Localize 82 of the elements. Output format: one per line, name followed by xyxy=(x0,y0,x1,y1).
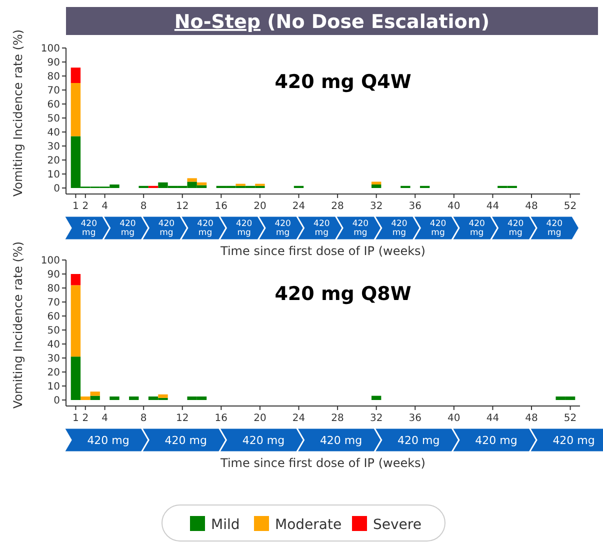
y-tick-label: 0 xyxy=(54,184,60,194)
y-tick-label: 90 xyxy=(47,58,60,68)
text: 420 mg xyxy=(314,219,330,238)
text: 420 mg xyxy=(552,434,595,447)
y-tick-label: 100 xyxy=(40,256,60,266)
text: 420 mg xyxy=(320,434,362,447)
text: 420 mg xyxy=(352,219,369,238)
text: 420 mg xyxy=(546,219,563,238)
text: 420 mg xyxy=(164,434,207,447)
x-tick-label: 16 xyxy=(214,413,228,424)
text: 420 mg xyxy=(242,434,285,447)
x-tick-label: 2 xyxy=(82,413,89,424)
text: 420 mg xyxy=(274,219,291,238)
x-axis-title: Time since first dose of IP (weeks) xyxy=(220,244,426,258)
x-tick-label: 8 xyxy=(140,413,147,424)
text: 420 mg xyxy=(87,434,130,447)
x-tick-label: 24 xyxy=(292,413,306,424)
y-tick-label: 30 xyxy=(47,142,60,152)
legend-label: Mild xyxy=(211,517,240,533)
text: 420 mg xyxy=(430,219,446,238)
y-tick-label: 80 xyxy=(47,72,60,82)
text: 420 mg xyxy=(197,219,214,238)
x-tick-label: 52 xyxy=(564,201,577,212)
legend-label: Moderate xyxy=(275,517,342,533)
x-axis-title: Time since first dose of IP (weeks) xyxy=(220,456,426,470)
text: 420 mg xyxy=(391,219,408,238)
y-tick-label: 80 xyxy=(47,284,60,294)
x-tick-label: 12 xyxy=(176,413,189,424)
y-axis-title: Vomiting Incidence rate (%) xyxy=(11,241,25,409)
x-tick-label: 12 xyxy=(176,201,189,212)
x-tick-label: 44 xyxy=(486,413,500,424)
y-tick-label: 100 xyxy=(40,44,60,54)
legend-label: Severe xyxy=(373,517,422,533)
y-tick-label: 40 xyxy=(47,340,60,350)
text: 420 mg xyxy=(468,219,485,238)
y-tick-label: 50 xyxy=(47,326,60,336)
text: 420 mg xyxy=(120,219,136,238)
x-tick-label: 28 xyxy=(331,201,344,212)
x-tick-label: 16 xyxy=(214,201,228,212)
y-tick-label: 60 xyxy=(47,312,60,322)
x-tick-label: 4 xyxy=(102,413,108,424)
x-tick-label: 2 xyxy=(82,201,89,212)
text: 420 mg xyxy=(475,434,518,447)
x-tick-label: 32 xyxy=(370,201,383,212)
x-tick-label: 40 xyxy=(448,201,460,212)
x-tick-label: 1 xyxy=(72,201,79,212)
y-tick-label: 30 xyxy=(47,354,60,364)
x-tick-label: 36 xyxy=(408,413,422,424)
y-tick-label: 40 xyxy=(47,128,60,138)
x-tick-label: 48 xyxy=(525,201,538,212)
y-tick-label: 20 xyxy=(47,368,60,378)
text: 420 mg Q8W xyxy=(274,283,412,305)
x-tick-label: 48 xyxy=(525,413,538,424)
x-tick-label: 32 xyxy=(370,413,383,424)
x-tick-label: 40 xyxy=(448,413,460,424)
chart-title: No-Step (No Dose Escalation) xyxy=(174,11,490,33)
x-tick-label: 44 xyxy=(486,201,500,212)
x-tick-label: 4 xyxy=(102,201,108,212)
x-tick-label: 24 xyxy=(292,201,306,212)
text: 420 mg xyxy=(236,219,252,238)
x-tick-label: 36 xyxy=(408,201,422,212)
x-tick-label: 20 xyxy=(254,413,266,424)
y-tick-label: 60 xyxy=(47,100,60,110)
y-tick-label: 0 xyxy=(54,396,60,406)
y-tick-label: 90 xyxy=(47,270,60,280)
x-tick-label: 28 xyxy=(331,413,344,424)
y-axis-title: Vomiting Incidence rate (%) xyxy=(11,29,25,197)
y-tick-label: 50 xyxy=(47,114,60,124)
y-tick-label: 10 xyxy=(47,382,60,392)
text: 420 mg xyxy=(80,219,98,238)
x-tick-label: 1 xyxy=(72,413,79,424)
x-tick-label: 20 xyxy=(254,201,266,212)
y-tick-label: 10 xyxy=(47,170,60,180)
y-tick-label: 20 xyxy=(47,156,60,166)
y-tick-label: 70 xyxy=(47,86,60,96)
y-tick-label: 70 xyxy=(47,298,60,308)
text: 420 mg xyxy=(398,434,440,447)
text: 420 mg Q4W xyxy=(274,71,412,93)
x-tick-label: 52 xyxy=(564,413,577,424)
text: 420 mg xyxy=(507,219,524,238)
text: 420 mg xyxy=(158,219,175,238)
x-tick-label: 8 xyxy=(140,201,147,212)
